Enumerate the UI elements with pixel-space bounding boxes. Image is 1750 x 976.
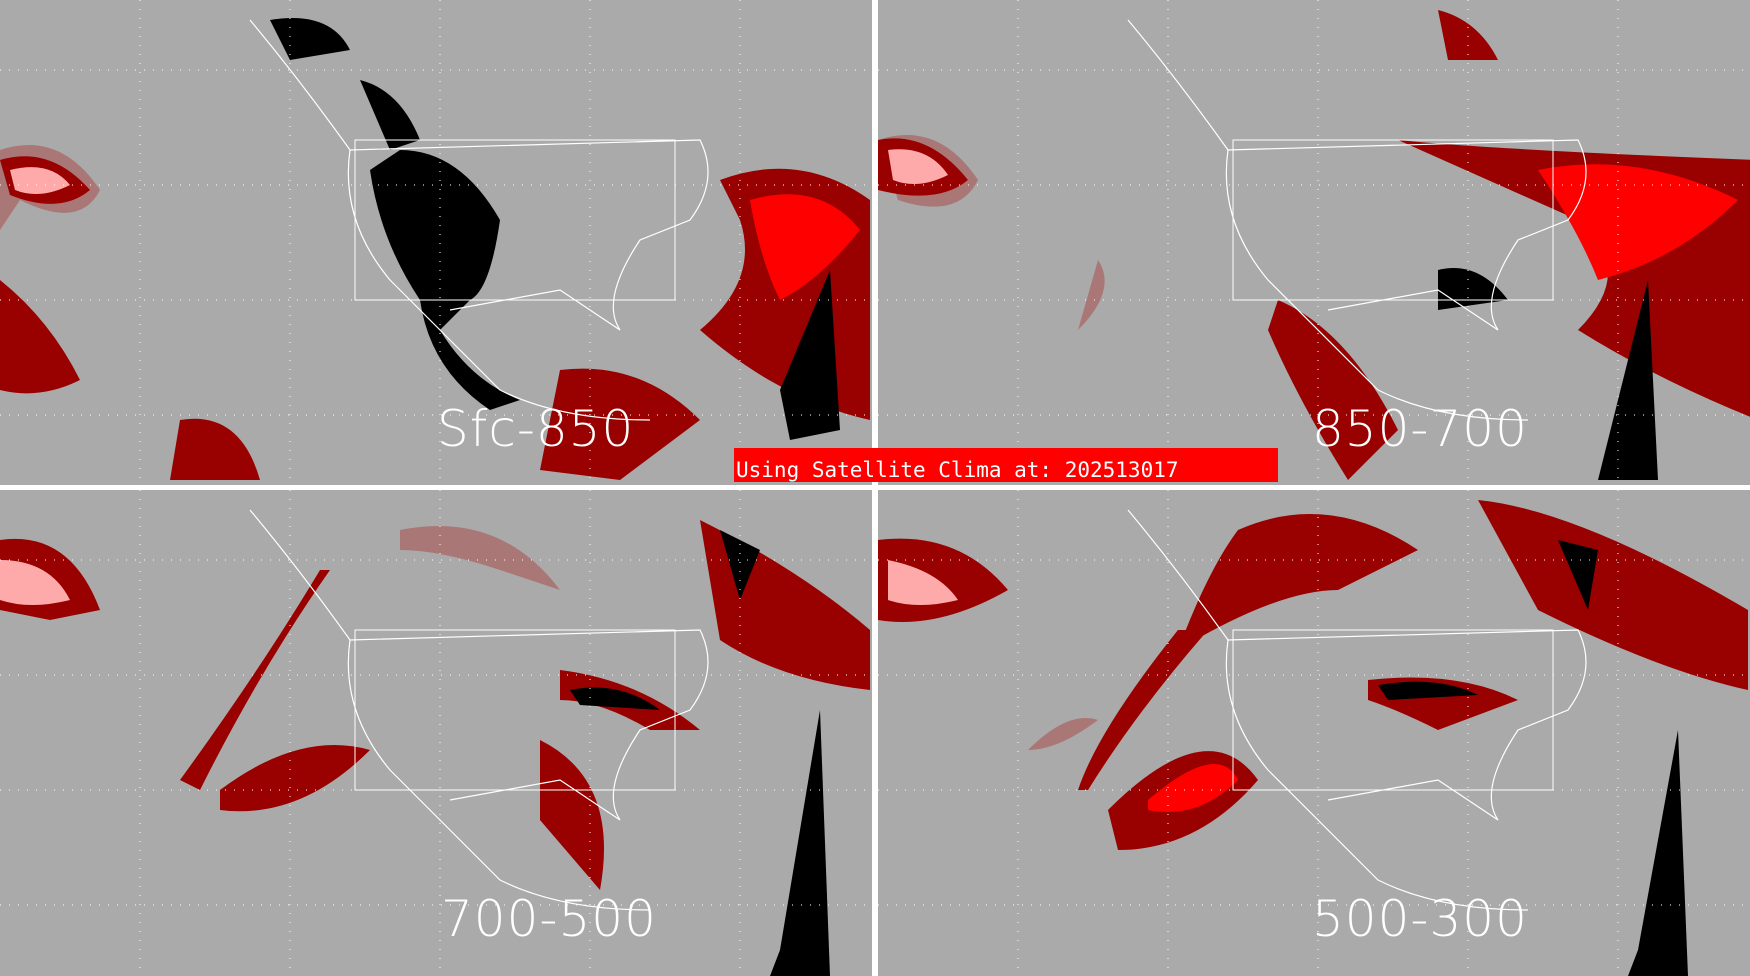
map-700-500 [0, 490, 872, 976]
cloud-region [180, 570, 330, 790]
layer-label: 700-500 [441, 890, 657, 948]
layer-label: 500-300 [1312, 890, 1528, 948]
state-outlines [1232, 139, 1554, 301]
cloud-region [1598, 280, 1658, 480]
layer-label: Sfc-850 [437, 400, 635, 458]
map-500-300 [878, 490, 1750, 976]
cloud-region [170, 418, 260, 480]
cloud-region [1438, 268, 1508, 310]
map-850-700 [878, 0, 1750, 485]
cloud-region [750, 194, 860, 300]
cloud-region [1438, 10, 1498, 60]
state-outlines [354, 629, 676, 791]
coastline [1127, 19, 1587, 421]
map-sfc-850 [0, 0, 872, 485]
coastline [249, 509, 709, 911]
satellite-clima-banner: Using Satellite Clima at: 202513017 [734, 448, 1278, 482]
cloud-region [370, 150, 520, 410]
cloud-region [720, 530, 760, 600]
cloud-region [1078, 260, 1105, 330]
cloud-region [0, 560, 70, 605]
cloud-region [570, 687, 660, 710]
coastline [249, 19, 709, 421]
cloud-region [888, 149, 948, 184]
cloud-region [1268, 300, 1398, 480]
cloud-region [220, 745, 370, 812]
cloud-region [888, 560, 958, 605]
cloud-region [360, 80, 420, 150]
cloud-region [540, 740, 604, 890]
cloud-region [1538, 164, 1738, 280]
cloud-region [1178, 514, 1418, 650]
cloud-region [1378, 681, 1478, 700]
cloud-region [770, 710, 830, 976]
panel-500-300: 500-300 [878, 490, 1750, 976]
cloud-region [1078, 630, 1208, 790]
cloud-region [1628, 730, 1688, 976]
state-outlines [354, 139, 676, 301]
cloud-region [540, 368, 700, 480]
panel-850-700: 850-700 [878, 0, 1750, 485]
cloud-region [0, 280, 80, 394]
cloud-region [270, 18, 350, 60]
panel-700-500: 700-500 [0, 490, 872, 976]
state-outlines [1232, 629, 1554, 791]
layer-label: 850-700 [1312, 400, 1528, 458]
coastline [1127, 509, 1587, 911]
cloud-region [1478, 500, 1748, 690]
panel-sfc-850: Sfc-850 [0, 0, 872, 485]
cloud-region [1558, 540, 1598, 610]
cloud-region [10, 167, 70, 194]
cloud-region [1028, 718, 1098, 750]
cloud-region [780, 270, 840, 440]
cloud-region [400, 526, 560, 590]
cloud-region [1148, 764, 1238, 812]
